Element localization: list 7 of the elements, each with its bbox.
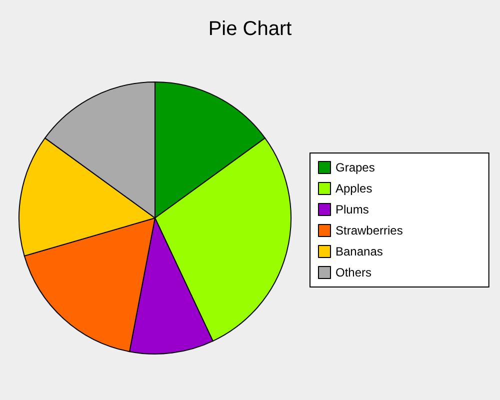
chart-title: Pie Chart (208, 18, 292, 40)
legend-label: Grapes (336, 160, 375, 174)
legend-label: Apples (336, 182, 372, 196)
legend-label: Plums (336, 202, 369, 216)
legend-label: Strawberries (336, 224, 403, 238)
legend-label: Others (336, 266, 372, 280)
legend-label: Bananas (336, 244, 383, 258)
